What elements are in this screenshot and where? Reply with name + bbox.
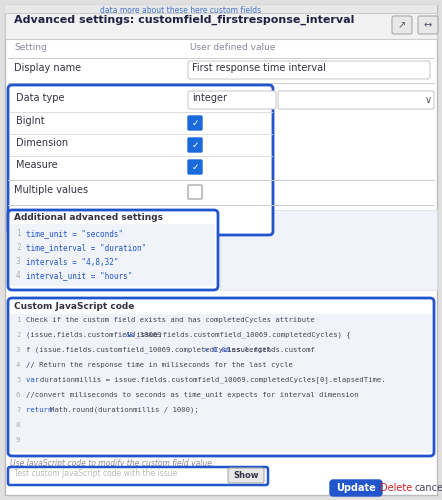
FancyBboxPatch shape <box>8 85 273 235</box>
Text: Multiple values: Multiple values <box>14 185 88 195</box>
Text: 2: 2 <box>16 332 20 338</box>
Text: //convert miliseconds to seconds as time_unit expects for interval dimension: //convert miliseconds to seconds as time… <box>26 392 358 398</box>
FancyBboxPatch shape <box>8 298 434 456</box>
Text: Additional advanced settings: Additional advanced settings <box>14 213 163 222</box>
FancyBboxPatch shape <box>330 480 382 496</box>
Text: 7: 7 <box>16 407 20 413</box>
Text: 6: 6 <box>16 392 20 398</box>
Bar <box>5 13 437 39</box>
Text: cancel: cancel <box>414 483 442 493</box>
Text: 1: 1 <box>16 317 20 323</box>
Text: (issue.fields.customfield_10069: (issue.fields.customfield_10069 <box>26 332 166 338</box>
Text: time_unit = "seconds": time_unit = "seconds" <box>26 230 123 238</box>
FancyBboxPatch shape <box>278 91 434 109</box>
Text: ↔: ↔ <box>424 20 432 30</box>
FancyBboxPatch shape <box>392 16 412 34</box>
Text: data more about these here custom fields: data more about these here custom fields <box>100 6 261 15</box>
Text: 8: 8 <box>16 422 20 428</box>
Bar <box>5 5 437 13</box>
Bar <box>220 210 437 290</box>
Text: Show: Show <box>233 471 259 480</box>
FancyBboxPatch shape <box>188 116 202 130</box>
Text: // Return the response time in miliseconds for the last cycle: // Return the response time in milisecon… <box>26 362 293 368</box>
Text: ∨: ∨ <box>424 95 431 105</box>
FancyBboxPatch shape <box>188 185 202 199</box>
Text: ↗: ↗ <box>398 20 406 30</box>
Text: First response time interval: First response time interval <box>192 63 326 73</box>
Text: 2: 2 <box>16 244 21 252</box>
FancyBboxPatch shape <box>188 160 202 174</box>
Text: time_interval = "duration": time_interval = "duration" <box>26 244 146 252</box>
Text: User defined value: User defined value <box>190 43 275 52</box>
FancyBboxPatch shape <box>228 468 264 483</box>
Text: Display name: Display name <box>14 63 81 73</box>
Text: Math.round(durationmillis / 1000);: Math.round(durationmillis / 1000); <box>50 407 199 413</box>
Text: integer: integer <box>192 93 227 103</box>
Text: 4: 4 <box>16 362 20 368</box>
Text: Update: Update <box>336 483 376 493</box>
Text: 9: 9 <box>16 437 20 443</box>
FancyBboxPatch shape <box>188 61 430 79</box>
FancyBboxPatch shape <box>8 210 218 290</box>
FancyBboxPatch shape <box>8 467 268 485</box>
Text: &&: && <box>126 332 135 338</box>
Text: 5: 5 <box>16 377 20 383</box>
Text: Delete: Delete <box>380 483 412 493</box>
Text: Dimension: Dimension <box>16 138 68 148</box>
Text: Data type: Data type <box>16 93 65 103</box>
Text: interval_unit = "hours": interval_unit = "hours" <box>26 272 132 280</box>
Text: Test custom JavaScript code with the issue: Test custom JavaScript code with the iss… <box>14 469 177 478</box>
Text: var: var <box>26 377 43 383</box>
Text: ✓: ✓ <box>191 162 199 172</box>
Text: durationmillis = issue.fields.customfield_10069.completedCycles[0].elapsedTime.: durationmillis = issue.fields.customfiel… <box>40 376 385 384</box>
Text: Measure: Measure <box>16 160 57 170</box>
FancyBboxPatch shape <box>188 138 202 152</box>
Text: 3: 3 <box>16 347 20 353</box>
Text: issue.fields.customf: issue.fields.customf <box>223 347 314 353</box>
Text: 4: 4 <box>16 272 21 280</box>
Text: f (issue.fields.customfield_10069.completedCycles.length: f (issue.fields.customfield_10069.comple… <box>26 346 275 354</box>
Text: Setting: Setting <box>14 43 47 52</box>
Text: Custom JavaScript code: Custom JavaScript code <box>14 302 134 311</box>
Text: return: return <box>26 407 57 413</box>
Text: ✓: ✓ <box>191 118 199 128</box>
Text: 3: 3 <box>16 258 21 266</box>
Text: Advanced settings: customfield_firstresponse_interval: Advanced settings: customfield_firstresp… <box>14 15 354 26</box>
Text: issue.fields.customfield_10069.completedCycles) {: issue.fields.customfield_10069.completed… <box>132 332 351 338</box>
FancyBboxPatch shape <box>188 91 276 109</box>
Text: 1: 1 <box>16 230 21 238</box>
Text: ✓: ✓ <box>191 140 199 149</box>
Bar <box>10 224 215 286</box>
FancyBboxPatch shape <box>418 16 438 34</box>
Text: Use JavaScript code to modify the custom field value.: Use JavaScript code to modify the custom… <box>10 459 214 468</box>
Text: BigInt: BigInt <box>16 116 45 126</box>
Text: Check if the custom field exists and has completedCycles attribute: Check if the custom field exists and has… <box>26 317 315 323</box>
Text: intervals = "4,8,32": intervals = "4,8,32" <box>26 258 118 266</box>
Bar <box>10 314 432 452</box>
Text: > 0 &&: > 0 && <box>204 347 230 353</box>
